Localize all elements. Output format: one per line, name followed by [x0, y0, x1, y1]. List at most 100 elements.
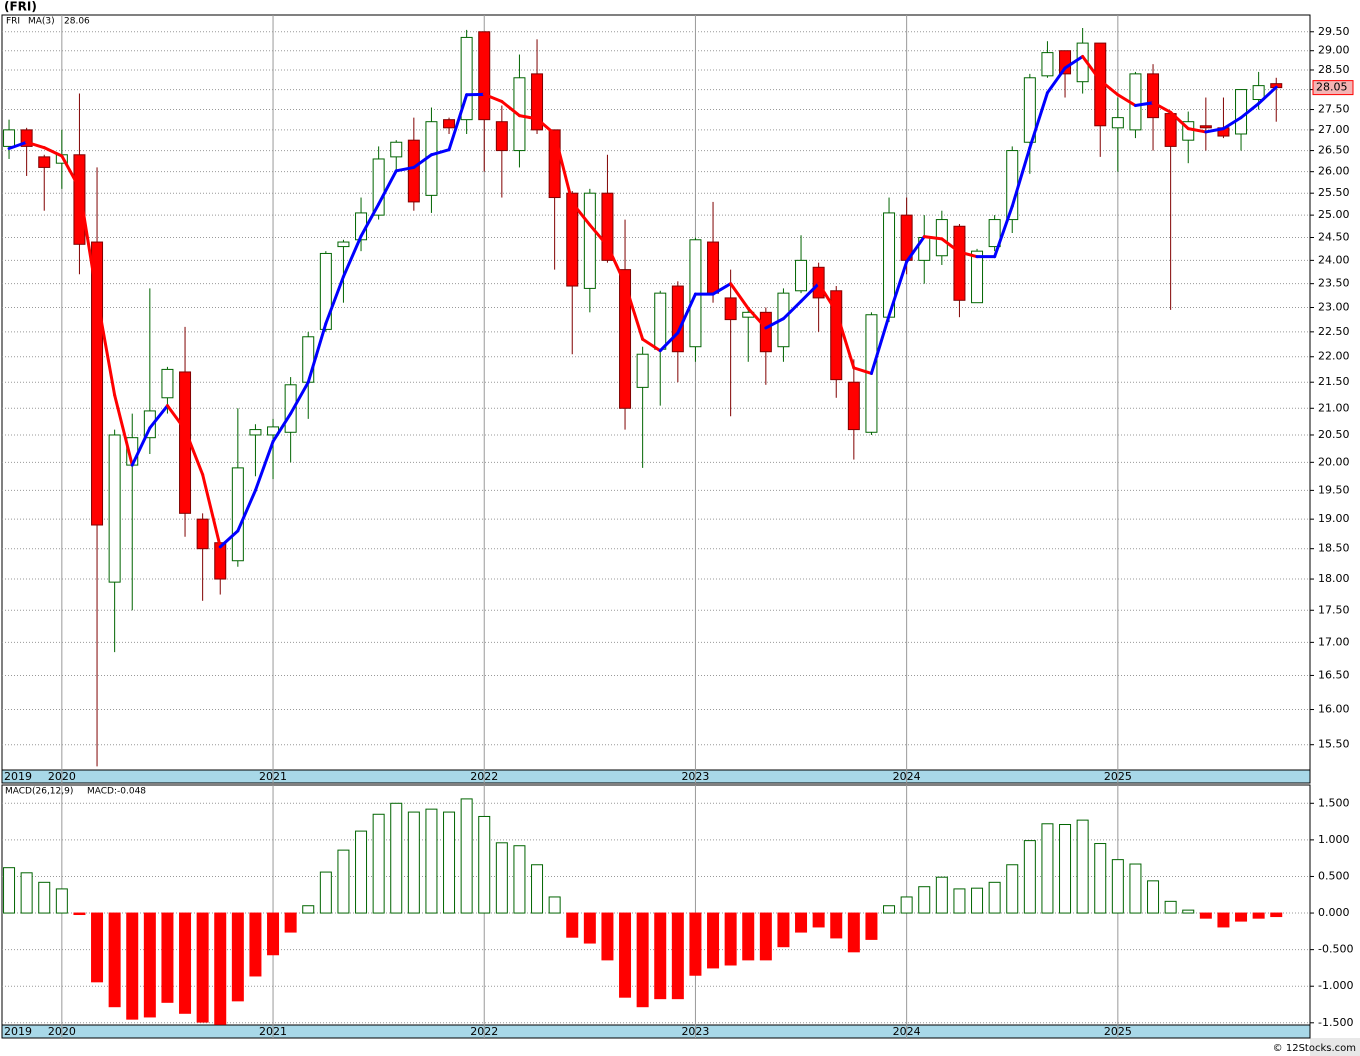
candle-body [161, 368, 174, 399]
macd-bar [495, 842, 508, 914]
macd-bar [91, 912, 104, 983]
candle-body [988, 219, 1001, 248]
macd-bar [671, 912, 684, 1000]
ma-segment [25, 140, 46, 150]
candle-body [1164, 113, 1177, 147]
macd-bar [531, 864, 544, 914]
ma-segment [359, 202, 381, 238]
candle-body [1147, 73, 1160, 119]
candle-body [249, 429, 262, 436]
ma-segment [641, 337, 662, 353]
ma-segment [148, 404, 169, 430]
ma-segment [394, 165, 416, 173]
candle-body [73, 154, 86, 245]
ma-segment [799, 282, 821, 303]
y-tick-label: 24.50 [1318, 231, 1350, 244]
candle-body [583, 192, 596, 289]
x-tick-label: 2022 [470, 770, 498, 783]
candle-body [1199, 125, 1212, 129]
macd-bar [971, 887, 984, 914]
ma-segment [553, 132, 574, 205]
ma-segment [324, 275, 345, 326]
macd-bar [407, 811, 420, 914]
x-tick-label: 2020 [48, 1025, 76, 1038]
macd-bar [742, 912, 755, 961]
ma-segment [1010, 146, 1032, 208]
ma-segment [1221, 116, 1243, 131]
candle-body [795, 259, 808, 292]
candle-body [671, 285, 684, 353]
ma-segment [570, 201, 592, 227]
macd-bar [812, 912, 825, 928]
macd-bar [1182, 909, 1195, 914]
y-tick-label: 1.500 [1318, 796, 1350, 809]
y-tick-label: 26.00 [1318, 165, 1350, 178]
y-tick-label: 20.00 [1318, 455, 1350, 468]
y-tick-label: 1.000 [1318, 833, 1350, 846]
y-tick-label: 27.50 [1318, 103, 1350, 116]
candle-body [971, 250, 984, 304]
y-tick-label: 18.00 [1318, 572, 1350, 585]
y-tick-label: 22.50 [1318, 325, 1350, 338]
macd-bar [548, 896, 561, 914]
macd-bar [20, 872, 33, 914]
x-tick-label: 2021 [259, 770, 287, 783]
candle-body [372, 158, 385, 216]
ma-segment [289, 380, 310, 416]
indicator-value: MACD:-0.048 [87, 787, 146, 797]
ma-segment [236, 488, 257, 533]
macd-bar [73, 912, 86, 916]
y-tick-label: 19.50 [1318, 483, 1350, 496]
macd-bar [601, 912, 614, 961]
candle-body [759, 311, 772, 353]
candle-body [443, 119, 456, 129]
candle-body [284, 384, 297, 433]
y-tick-label: 16.00 [1318, 703, 1350, 716]
ma-segment [201, 473, 222, 549]
candle-body [654, 292, 667, 350]
ma-segment [113, 393, 134, 467]
macd-bar [196, 912, 209, 1023]
ma-segment [781, 299, 803, 321]
macd-bar [460, 798, 473, 914]
ma-segment [764, 317, 785, 330]
candle-body [707, 241, 720, 294]
macd-bar [214, 912, 227, 1025]
macd-bar [161, 912, 174, 1003]
macd-bar [3, 867, 16, 914]
macd-bar [1270, 912, 1283, 918]
candle-body [495, 121, 508, 152]
candle-body [1111, 117, 1124, 129]
y-tick-label: 29.00 [1318, 44, 1350, 57]
macd-bar [1129, 863, 1142, 914]
chart-title: (FRI) [4, 0, 37, 14]
y-tick-label: 15.50 [1318, 738, 1350, 751]
macd-bar [1147, 880, 1160, 914]
y-tick-label: 21.50 [1318, 375, 1350, 388]
ma-segment [1045, 66, 1067, 95]
candle-body [847, 381, 860, 431]
macd-bar [830, 912, 843, 939]
ma-segment [7, 140, 29, 150]
candle-body [724, 297, 737, 321]
macd-bar [1094, 843, 1107, 914]
y-tick-label: 28.50 [1318, 63, 1350, 76]
candle-body [830, 290, 843, 381]
macd-bar [1217, 912, 1230, 928]
y-tick-label: 0.000 [1318, 906, 1350, 919]
candle-body [108, 434, 121, 583]
candle-body [953, 225, 966, 301]
candle-body [390, 141, 403, 158]
ma-segment [447, 93, 469, 152]
ma-segment [834, 309, 856, 370]
macd-bar [707, 912, 720, 969]
ma-segment [957, 250, 979, 259]
macd-bar [759, 912, 772, 961]
ma-segment [60, 154, 81, 190]
y-tick-label: 17.00 [1318, 635, 1350, 648]
macd-bar [777, 912, 790, 948]
ma-segment [852, 366, 873, 375]
x-tick-label: 2025 [1104, 770, 1132, 783]
macd-bar [1252, 912, 1265, 919]
